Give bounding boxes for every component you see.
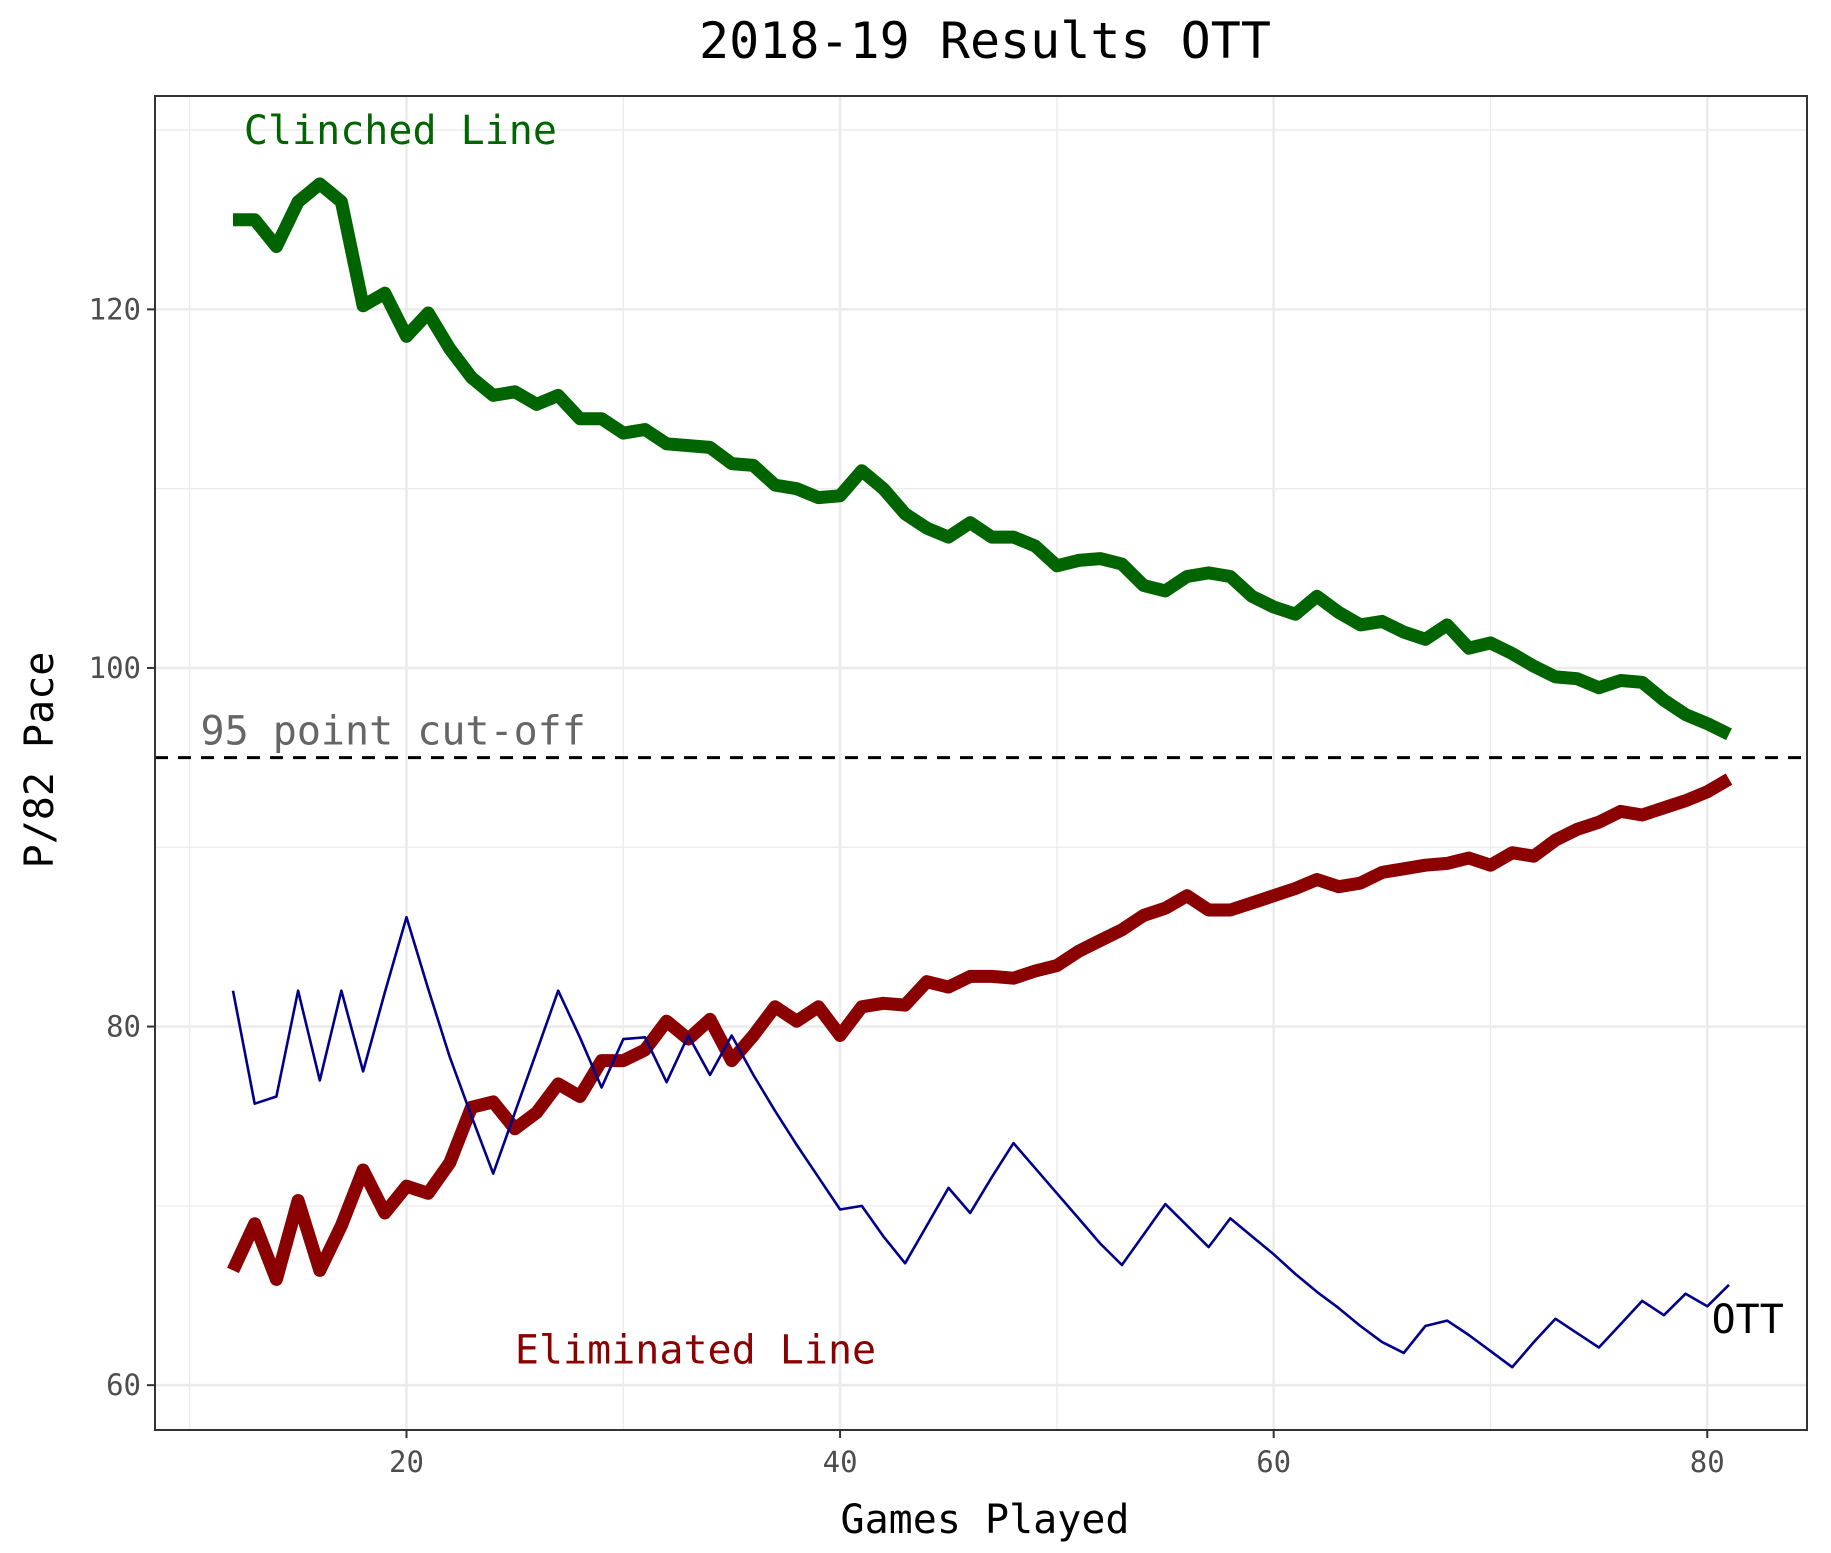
chart-title: 2018-19 Results OTT (699, 12, 1271, 70)
x-tick-label: 40 (823, 1445, 858, 1479)
y-tick-label: 60 (106, 1368, 141, 1402)
x-axis: 20 40 60 80 (389, 1430, 1725, 1479)
eliminated-series-line (227, 773, 1733, 1286)
x-tick-label: 20 (389, 1445, 424, 1479)
plot-panel (155, 96, 1807, 1430)
y-axis-title: P/82 Pace (17, 652, 63, 869)
panel-border (154, 95, 1808, 1431)
y-tick-label: 80 (106, 1010, 141, 1044)
x-tick-label: 80 (1690, 1445, 1725, 1479)
clinched-series-line (233, 177, 1732, 741)
cutoff-annotation: 95 point cut-off (201, 709, 586, 755)
series-lines (227, 177, 1733, 1369)
x-tick-label: 60 (1256, 1445, 1291, 1479)
team-annotation: OTT (1712, 1297, 1784, 1343)
x-axis-title: Games Played (841, 1497, 1130, 1543)
clinched-annotation: Clinched Line (244, 108, 557, 154)
y-tick-label: 100 (89, 651, 141, 685)
y-tick-label: 120 (89, 292, 141, 326)
plot-border (154, 95, 1808, 1431)
panel-background (155, 96, 1807, 1430)
team-series-line (231, 915, 1730, 1369)
grid-lines (155, 96, 1807, 1430)
y-axis: 60 80 100 120 (89, 292, 155, 1402)
eliminated-annotation: Eliminated Line (515, 1327, 876, 1373)
annotations: Clinched Line Eliminated Line 95 point cut… (201, 108, 1784, 1373)
